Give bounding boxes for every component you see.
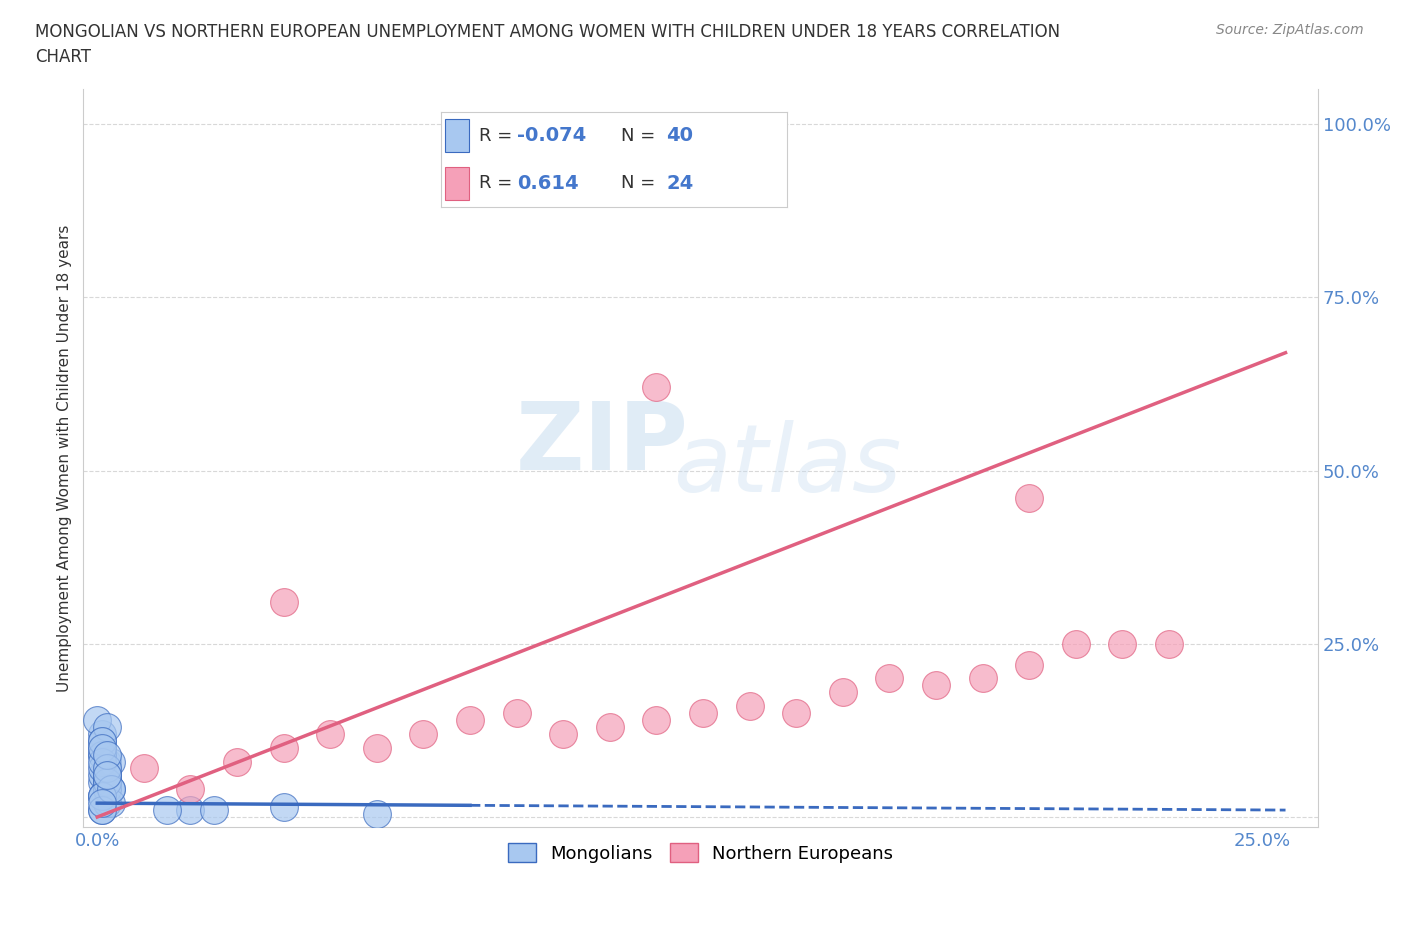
Point bbox=[366, 740, 388, 755]
Point bbox=[366, 806, 388, 821]
Point bbox=[96, 768, 118, 783]
Point bbox=[96, 768, 118, 783]
Point bbox=[179, 782, 201, 797]
Point bbox=[273, 595, 295, 610]
Point bbox=[738, 698, 761, 713]
Point bbox=[831, 684, 853, 699]
Point bbox=[90, 734, 112, 749]
Text: Source: ZipAtlas.com: Source: ZipAtlas.com bbox=[1216, 23, 1364, 37]
Point bbox=[90, 789, 112, 804]
Legend: Mongolians, Northern Europeans: Mongolians, Northern Europeans bbox=[502, 836, 900, 870]
Point bbox=[90, 747, 112, 762]
Point bbox=[273, 740, 295, 755]
Point bbox=[785, 706, 807, 721]
Text: MONGOLIAN VS NORTHERN EUROPEAN UNEMPLOYMENT AMONG WOMEN WITH CHILDREN UNDER 18 Y: MONGOLIAN VS NORTHERN EUROPEAN UNEMPLOYM… bbox=[35, 23, 1060, 66]
Text: ZIP: ZIP bbox=[516, 398, 689, 489]
Point bbox=[645, 380, 668, 395]
Point bbox=[90, 740, 112, 755]
Point bbox=[90, 803, 112, 817]
Point bbox=[100, 754, 122, 769]
Point bbox=[202, 803, 225, 817]
Point bbox=[90, 789, 112, 804]
Point bbox=[599, 720, 621, 735]
Point bbox=[412, 726, 434, 741]
Point bbox=[90, 726, 112, 741]
Point bbox=[96, 796, 118, 811]
Text: atlas: atlas bbox=[673, 420, 901, 512]
Point bbox=[90, 796, 112, 811]
Point bbox=[100, 796, 122, 811]
Point bbox=[96, 796, 118, 811]
Point bbox=[90, 768, 112, 783]
Point bbox=[972, 671, 994, 685]
Point bbox=[179, 803, 201, 817]
Point bbox=[90, 747, 112, 762]
Point bbox=[319, 726, 342, 741]
Point bbox=[1018, 658, 1040, 672]
Point bbox=[90, 789, 112, 804]
Point bbox=[1111, 636, 1133, 651]
Point bbox=[90, 740, 112, 755]
Point bbox=[156, 803, 179, 817]
Point bbox=[96, 761, 118, 776]
Point bbox=[100, 782, 122, 797]
Point bbox=[96, 775, 118, 790]
Point bbox=[645, 712, 668, 727]
Point bbox=[1157, 636, 1180, 651]
Point bbox=[96, 720, 118, 735]
Point bbox=[90, 754, 112, 769]
Point bbox=[90, 803, 112, 817]
Point bbox=[1064, 636, 1087, 651]
Point bbox=[90, 734, 112, 749]
Point bbox=[1018, 491, 1040, 506]
Point bbox=[90, 775, 112, 790]
Point bbox=[458, 712, 481, 727]
Point bbox=[226, 754, 249, 769]
Point bbox=[273, 799, 295, 814]
Point bbox=[96, 768, 118, 783]
Point bbox=[96, 747, 118, 762]
Point bbox=[96, 775, 118, 790]
Point bbox=[90, 761, 112, 776]
Point bbox=[505, 706, 527, 721]
Point bbox=[132, 761, 155, 776]
Point bbox=[96, 754, 118, 769]
Point bbox=[553, 726, 575, 741]
Point bbox=[879, 671, 901, 685]
Point bbox=[86, 712, 108, 727]
Point bbox=[100, 782, 122, 797]
Point bbox=[96, 782, 118, 797]
Point bbox=[692, 706, 714, 721]
Y-axis label: Unemployment Among Women with Children Under 18 years: Unemployment Among Women with Children U… bbox=[58, 225, 72, 692]
Point bbox=[96, 761, 118, 776]
Point bbox=[925, 678, 948, 693]
